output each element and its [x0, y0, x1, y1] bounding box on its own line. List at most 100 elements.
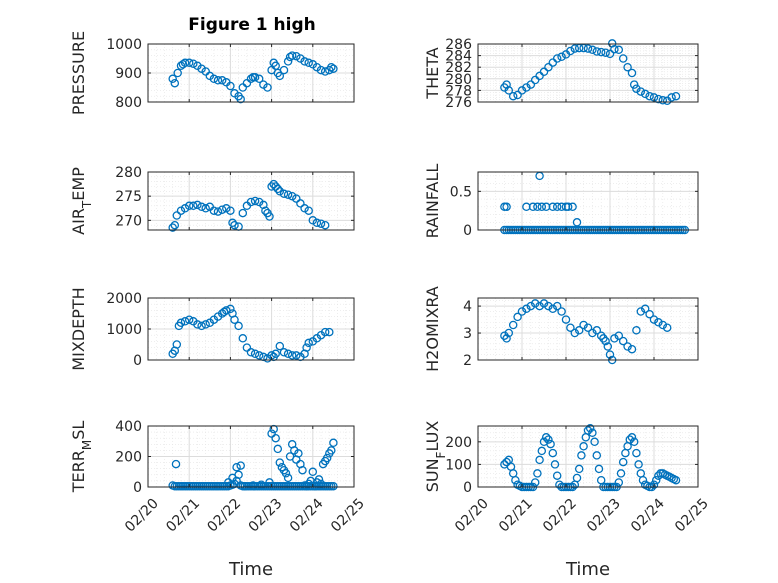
data-point	[248, 481, 258, 490]
data-point	[308, 467, 318, 477]
data-point	[572, 473, 582, 483]
axes-frame	[477, 297, 699, 361]
data-point	[574, 464, 584, 474]
data-point	[607, 39, 617, 48]
data-point	[636, 87, 646, 96]
data-point	[557, 52, 566, 62]
data-point	[294, 449, 303, 458]
data-point	[271, 182, 280, 191]
data-point	[171, 459, 181, 469]
data-point	[546, 439, 555, 449]
data-point	[588, 45, 597, 55]
data-point	[629, 80, 639, 89]
data-point	[193, 61, 202, 71]
data-point	[320, 67, 330, 76]
data-point	[618, 54, 628, 63]
x-axis-label: Time	[565, 559, 610, 580]
y-axis-label: AIRTEMP	[69, 167, 94, 235]
data-point	[287, 51, 297, 60]
data-point	[530, 299, 540, 308]
data-point	[627, 68, 637, 78]
data-point	[271, 349, 280, 359]
data-point	[259, 200, 268, 210]
y-tick-label: 100	[445, 457, 472, 473]
data-point	[302, 481, 311, 491]
data-point	[287, 351, 297, 360]
data-point	[566, 323, 575, 332]
data-point	[292, 351, 301, 360]
data-point	[671, 475, 681, 485]
data-point	[502, 334, 511, 343]
data-point	[304, 338, 313, 348]
data-point	[306, 476, 315, 486]
data-point	[616, 469, 626, 478]
y-tick-label: 2000	[106, 291, 142, 307]
data-point	[254, 197, 264, 207]
data-point	[535, 455, 544, 465]
data-point	[269, 179, 278, 189]
data-point	[201, 320, 210, 329]
data-point	[544, 62, 553, 72]
data-point	[651, 475, 661, 485]
y-tick-label: 2	[463, 353, 472, 369]
y-tick-label: 4	[463, 299, 472, 315]
data-point	[522, 304, 531, 314]
data-point	[610, 44, 619, 54]
data-point	[627, 433, 637, 442]
y-tick-label: 200	[445, 435, 472, 451]
data-point	[623, 342, 632, 351]
data-point	[596, 331, 606, 340]
data-point	[557, 307, 566, 316]
data-point	[594, 464, 604, 474]
data-point	[533, 469, 542, 478]
data-point	[552, 301, 562, 311]
data-point	[226, 81, 235, 91]
data-point	[513, 90, 522, 100]
data-point	[610, 334, 619, 343]
axes-frame	[477, 43, 699, 103]
data-point	[614, 478, 624, 487]
data-point	[508, 320, 518, 330]
data-point	[570, 328, 580, 338]
data-point	[577, 451, 586, 460]
data-point	[550, 460, 560, 469]
data-point	[535, 301, 544, 311]
data-point	[246, 197, 256, 207]
data-point	[246, 348, 256, 357]
data-point	[250, 196, 260, 206]
data-point	[228, 473, 237, 483]
y-tick-label: 3	[463, 326, 472, 342]
data-point	[629, 437, 639, 447]
y-tick-label: 1000	[106, 37, 142, 53]
data-point	[224, 478, 233, 487]
data-point	[184, 58, 194, 68]
data-point	[649, 315, 659, 324]
data-point	[327, 62, 336, 72]
data-point	[552, 471, 562, 480]
data-point	[304, 58, 313, 68]
data-point	[574, 326, 584, 335]
data-point	[583, 426, 593, 435]
y-tick-label: 800	[115, 95, 142, 111]
data-point	[236, 94, 245, 104]
data-point	[601, 336, 610, 346]
data-point	[667, 93, 676, 102]
data-point	[625, 435, 635, 444]
data-point	[275, 341, 285, 351]
data-point	[254, 351, 264, 360]
y-axis-label: H2OMIXRA	[423, 286, 442, 372]
axes-frame	[147, 171, 355, 231]
axes-frame	[477, 425, 699, 488]
subplot-rainfall: 0 0.5 RAINFALL	[423, 164, 699, 239]
x-tick-label: 02/23	[584, 496, 624, 536]
data-point	[329, 438, 338, 448]
data-point	[640, 304, 650, 314]
x-tick-label: 02/24	[628, 496, 668, 536]
data-point	[539, 299, 549, 308]
plot-area	[478, 172, 698, 230]
data-point	[508, 91, 518, 101]
data-point	[279, 65, 289, 75]
data-point	[316, 219, 326, 228]
y-tick-label: 900	[115, 66, 142, 82]
data-point	[287, 191, 297, 201]
